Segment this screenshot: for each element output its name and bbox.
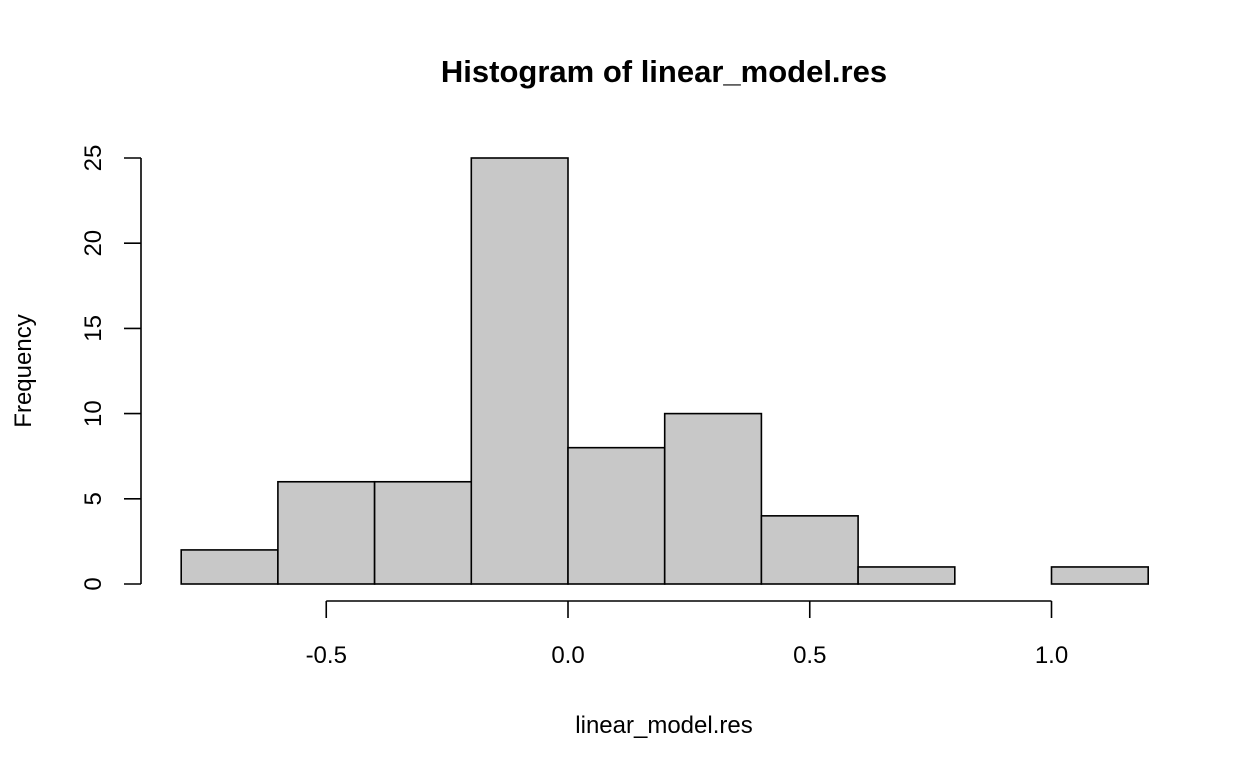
y-tick-label: 20 [80,230,107,257]
histogram-bar [277,480,376,585]
histogram-bar [470,157,569,585]
x-axis: -0.5 0.0 0.5 1.0 [306,600,1068,669]
histogram-bar [857,566,956,585]
histogram-bar [373,480,473,585]
chart-title: Histogram of linear_model.res [441,54,887,89]
x-tick-label: 1.0 [1035,642,1068,669]
y-tick-label: 15 [80,315,107,342]
histogram-bar [663,412,763,585]
histogram-bar [180,549,279,585]
y-tick-label: 0 [80,577,107,590]
x-tick-label: 0.0 [551,642,584,669]
y-axis-label: Frequency [10,314,37,427]
x-tick-label: -0.5 [306,642,347,669]
x-axis-label: linear_model.res [575,712,752,739]
y-tick-label: 10 [80,400,107,427]
x-tick-label: 0.5 [793,642,826,669]
histogram-bars [180,157,1149,585]
y-tick-label: 25 [80,145,107,172]
histogram-bar [567,446,666,585]
histogram-bar [760,515,859,585]
y-tick-label: 5 [80,492,107,505]
histogram-bar [1050,566,1149,585]
y-axis: 0 5 10 15 20 25 [80,145,142,591]
